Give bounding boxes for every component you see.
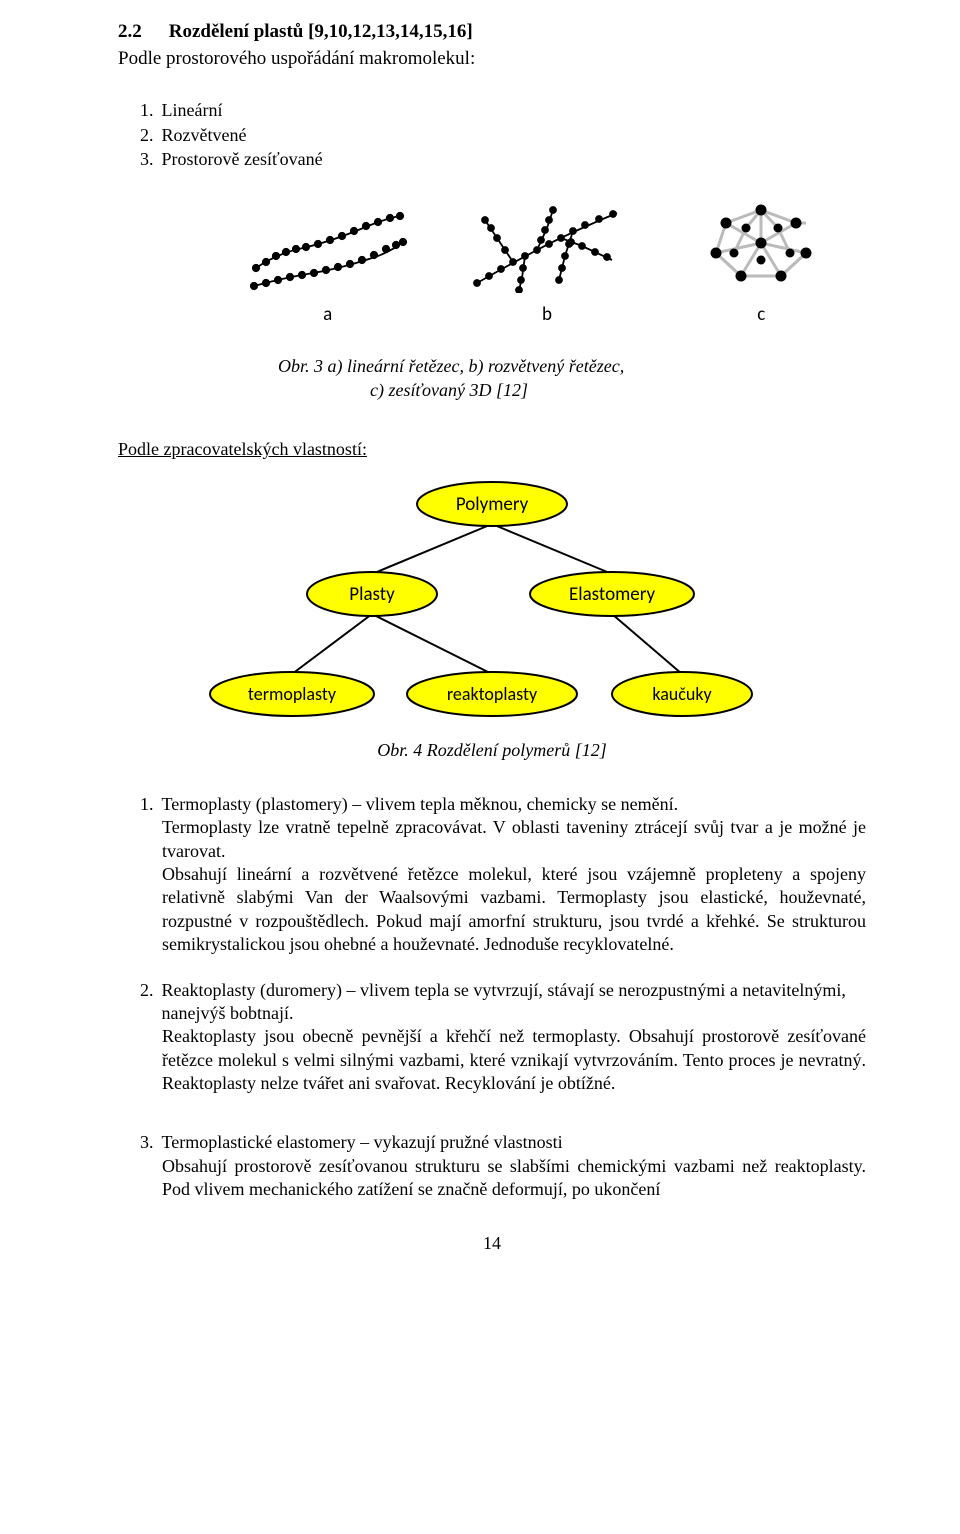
molecule-a-svg	[248, 198, 408, 293]
body-item-2: 2.Reaktoplasty (duromery) – vlivem tepla…	[140, 979, 866, 1096]
body-para: Obsahují prostorově zesíťovanou struktur…	[162, 1155, 866, 1202]
molecule-b: b	[467, 198, 627, 328]
molecule-label: a	[323, 303, 332, 328]
body-head: Termoplasty (plastomery) – vlivem tepla …	[162, 793, 679, 816]
shape-list: 1.Lineární 2.Rozvětvené 3.Prostorově zes…	[140, 99, 866, 171]
molecule-figure: a b	[218, 198, 866, 328]
body-para: Reaktoplasty jsou obecně pevnější a křeh…	[162, 1025, 866, 1095]
section-title: Rozdělení plastů [9,10,12,13,14,15,16]	[169, 21, 473, 42]
body-para: Termoplasty lze vratně tepelně zpracováv…	[162, 816, 866, 956]
list-item: Lineární	[162, 99, 223, 122]
body-head: Termoplastické elastomery – vykazují pru…	[162, 1131, 563, 1154]
body-head: Reaktoplasty (duromery) – vlivem tepla s…	[162, 979, 867, 1026]
body-item-1: 1.Termoplasty (plastomery) – vlivem tepl…	[140, 793, 866, 957]
molecule-c: c	[686, 198, 836, 328]
svg-text:Plasty: Plasty	[349, 583, 395, 606]
svg-text:reaktoplasty: reaktoplasty	[447, 683, 538, 705]
processing-title: Podle zpracovatelských vlastností:	[118, 438, 866, 461]
svg-text:kaučuky: kaučuky	[652, 683, 712, 705]
list-item: Rozvětvené	[162, 124, 247, 147]
molecule-b-svg	[467, 198, 627, 293]
body-list: 1.Termoplasty (plastomery) – vlivem tepl…	[140, 793, 866, 1202]
page-number: 14	[118, 1232, 866, 1255]
section-subtitle: Podle prostorového uspořádání makromolek…	[118, 47, 866, 72]
figure-caption-2: Obr. 4 Rozdělení polymerů [12]	[118, 739, 866, 762]
section-heading: 2.2 Rozdělení plastů [9,10,12,13,14,15,1…	[118, 20, 866, 45]
polymer-tree-svg: Polymery Plasty Elastomery termoplasty reakt…	[182, 479, 802, 729]
molecule-a: a	[248, 198, 408, 328]
list-item: Prostorově zesíťované	[162, 148, 323, 171]
svg-text:termoplasty: termoplasty	[248, 683, 337, 705]
section-number: 2.2	[118, 21, 142, 42]
svg-text:Elastomery: Elastomery	[569, 583, 656, 606]
molecule-c-svg	[686, 198, 836, 293]
figure-caption-1: Obr. 3 a) lineární řetězec, b) rozvětven…	[278, 355, 866, 402]
molecule-label: b	[542, 303, 552, 328]
svg-text:Polymery: Polymery	[456, 493, 529, 516]
molecule-label: c	[757, 303, 765, 328]
polymer-tree: Polymery Plasty Elastomery termoplasty reakt…	[182, 479, 802, 729]
body-item-3: 3.Termoplastické elastomery – vykazují p…	[140, 1131, 866, 1201]
